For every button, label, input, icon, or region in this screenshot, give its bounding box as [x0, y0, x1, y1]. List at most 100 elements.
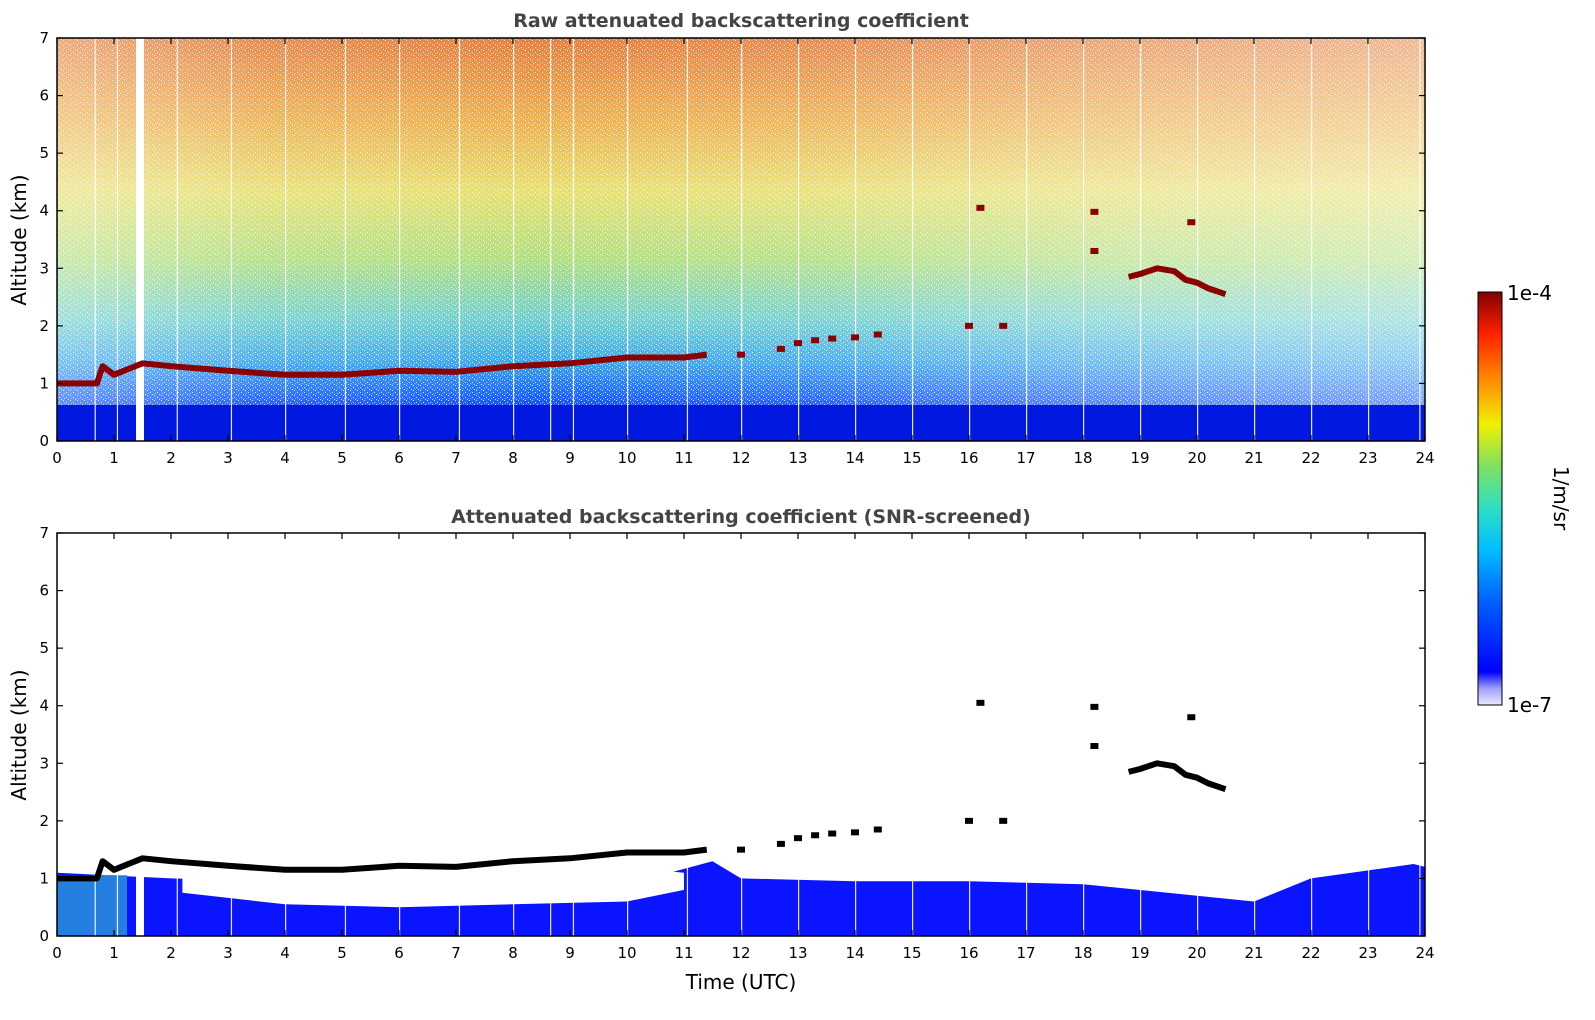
colorbar-min-label: 1e-7 — [1507, 693, 1552, 717]
screened-cloud-layer — [1127, 760, 1227, 793]
screened-profile-gap — [513, 533, 515, 936]
raw-cloud-fragment — [851, 334, 859, 341]
raw-profile-gap — [1419, 38, 1421, 441]
screened-x-tick-label: 8 — [508, 944, 518, 962]
raw-x-tick-label: 7 — [451, 449, 461, 467]
raw-x-tick-label: 21 — [1244, 449, 1263, 467]
screened-x-tick-label: 19 — [1130, 944, 1149, 962]
screened-profile-gap — [1368, 533, 1370, 936]
screened-y-tick-label: 6 — [39, 582, 49, 600]
raw-profile-gap — [627, 38, 629, 441]
raw-x-tick-label: 0 — [52, 449, 62, 467]
raw-cloud-fragment — [965, 322, 973, 329]
screened-x-tick-label: 12 — [731, 944, 750, 962]
screened-x-tick-label: 24 — [1415, 944, 1434, 962]
raw-profile-gap — [912, 38, 914, 441]
screened-cloud-fragment — [776, 840, 785, 847]
raw-cloud-fragment — [999, 322, 1008, 329]
raw-profile-gap — [458, 38, 461, 441]
screened-x-tick-label: 1 — [109, 944, 119, 962]
screened-profile-gap — [1311, 533, 1313, 936]
raw-y-tick-label: 2 — [39, 317, 49, 335]
screened-x-tick-label: 4 — [280, 944, 290, 962]
screened-x-tick-label: 21 — [1244, 944, 1263, 962]
screened-profile-gap — [116, 533, 119, 936]
raw-profile-gap — [1368, 38, 1370, 441]
raw-x-tick-label: 24 — [1415, 449, 1434, 467]
raw-x-tick-label: 23 — [1358, 449, 1377, 467]
colorbar-ramp — [1477, 291, 1503, 706]
screened-noise-gap — [182, 866, 684, 908]
screened-x-tick-label: 13 — [788, 944, 807, 962]
raw-cloud-fragment — [737, 351, 745, 358]
screened-profile-gap — [686, 533, 689, 936]
raw-x-tick-label: 13 — [788, 449, 807, 467]
raw-y-tick-label: 3 — [39, 259, 49, 277]
raw-profile-gap — [94, 38, 96, 441]
raw-x-tick-label: 5 — [337, 449, 347, 467]
screened-x-tick-label: 7 — [451, 944, 461, 962]
screened-profile-gaps — [94, 533, 1421, 936]
raw-x-tick-label: 10 — [617, 449, 636, 467]
screened-cloud-fragment — [794, 835, 802, 842]
raw-cloud-fragment — [794, 340, 802, 347]
screened-profile-gap — [550, 533, 552, 936]
raw-heatmap — [57, 38, 1425, 441]
raw-profile-gap — [686, 38, 689, 441]
screened-boundary-layer — [57, 846, 708, 882]
screened-y-ticks: 0 1 2 3 4 5 6 7 — [39, 524, 1425, 945]
colorbar-max-label: 1e-4 — [1507, 281, 1552, 305]
raw-y-tick-label: 7 — [39, 29, 49, 47]
screened-panel-title: Attenuated backscattering coefficient (S… — [451, 506, 1031, 528]
screened-x-tick-label: 23 — [1358, 944, 1377, 962]
raw-profile-gap — [1197, 38, 1199, 441]
screened-profile-gap — [1026, 533, 1028, 936]
raw-x-tick-label: 6 — [394, 449, 404, 467]
raw-x-tick-label: 22 — [1301, 449, 1320, 467]
screened-cloud-fragment — [965, 817, 973, 824]
screened-x-tick-label: 5 — [337, 944, 347, 962]
raw-y-axis-label: Altitude (km) — [7, 174, 31, 305]
screened-y-tick-label: 0 — [39, 927, 49, 945]
screened-x-tick-label: 16 — [959, 944, 978, 962]
raw-cloud-fragment — [828, 335, 837, 342]
screened-profile-gap — [572, 533, 575, 936]
raw-profile-gap — [572, 38, 575, 441]
raw-y-tick-label: 6 — [39, 87, 49, 105]
raw-profile-gap — [1083, 38, 1085, 441]
screened-profile-gap — [741, 533, 743, 936]
raw-cloud-fragment — [1090, 208, 1099, 215]
raw-profile-gap — [969, 38, 971, 441]
raw-x-ticks: 0 1 2 3 4 5 6 7 8 9 10 11 12 13 14 15 16 17 18 19 20 21 22 23 24 — [52, 38, 1435, 467]
raw-cloud-fragment — [811, 337, 820, 344]
screened-cloud-fragment — [999, 817, 1008, 824]
raw-profile-gap — [550, 38, 552, 441]
raw-profile-gap — [230, 38, 233, 441]
raw-cloud-fragment — [976, 204, 985, 211]
screened-x-tick-label: 6 — [394, 944, 404, 962]
screened-cloud-fragments — [737, 699, 1196, 853]
screened-x-tick-label: 9 — [565, 944, 575, 962]
raw-cloud-fragments — [737, 204, 1196, 358]
x-axis-label: Time (UTC) — [685, 970, 797, 994]
screened-panel: Attenuated backscattering coefficient (S… — [7, 506, 1435, 994]
screened-profile-gap — [458, 533, 461, 936]
raw-profile-gap — [399, 38, 401, 441]
screened-data-gap — [136, 533, 144, 936]
screened-profile-gap — [344, 533, 347, 936]
screened-profile-gap — [798, 533, 800, 936]
raw-x-tick-label: 14 — [845, 449, 864, 467]
screened-x-tick-label: 15 — [902, 944, 921, 962]
raw-panel-title: Raw attenuated backscattering coefficien… — [513, 10, 969, 32]
raw-profile-gaps — [94, 38, 1421, 441]
raw-x-tick-label: 16 — [959, 449, 978, 467]
raw-panel: Raw attenuated backscattering coefficien… — [7, 10, 1435, 467]
screened-cloud-fragment — [1187, 714, 1196, 721]
raw-cloud-fragment — [873, 331, 882, 338]
raw-y-tick-label: 4 — [39, 202, 49, 220]
raw-x-tick-label: 12 — [731, 449, 750, 467]
screened-x-ticks: 0 1 2 3 4 5 6 7 8 9 10 11 12 13 14 15 16 17 18 19 20 21 22 23 24 — [52, 533, 1435, 962]
raw-profile-gap — [1311, 38, 1313, 441]
screened-cloud-fragment — [811, 832, 820, 839]
